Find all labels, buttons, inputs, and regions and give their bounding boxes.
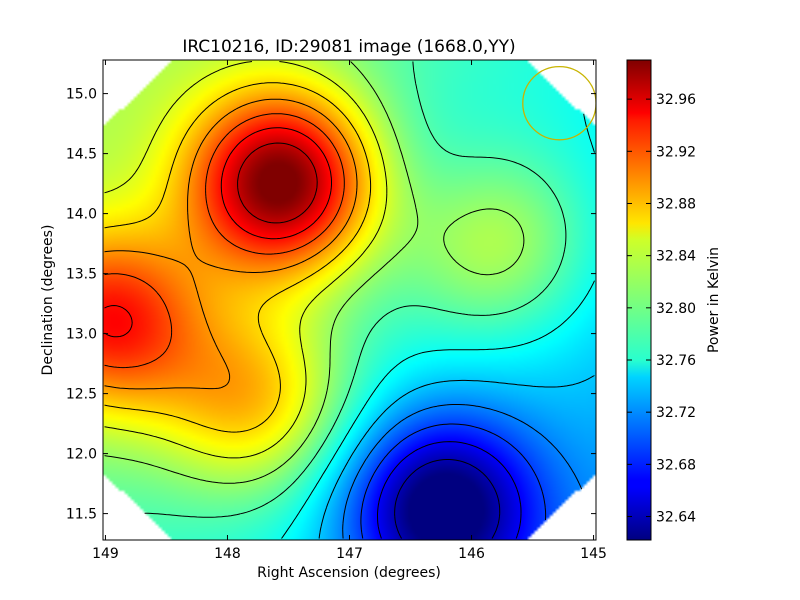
colorbar [626, 59, 652, 541]
contour-line [104, 82, 372, 433]
y-tick-label: 13.5 [66, 267, 97, 283]
colorbar-tick-label: 32.76 [656, 353, 696, 369]
colorbar-tick-label: 32.64 [656, 510, 696, 526]
x-tick-label: 146 [458, 546, 485, 562]
y-tick-label: 15.0 [66, 87, 97, 103]
contour-line [360, 423, 547, 539]
contour-line [318, 374, 595, 539]
y-tick-label: 12.5 [66, 387, 97, 403]
contour-line [104, 113, 345, 369]
x-tick-label: 147 [336, 546, 363, 562]
contour-line [104, 61, 388, 459]
colorbar-tick-label: 32.68 [656, 457, 696, 473]
y-axis: 11.5 12.0 12.5 13.0 13.5 14.0 14.5 15.0 [66, 87, 596, 523]
beam-circle [522, 65, 596, 141]
chart-title: IRC10216, ID:29081 image (1668.0,YY) [182, 37, 515, 57]
colorbar-tick-label: 32.92 [656, 144, 696, 160]
colorbar-tick-label: 32.72 [656, 405, 696, 421]
colorbar-tick-label: 32.80 [656, 301, 696, 317]
contour-line [144, 61, 567, 518]
x-tick-label: 145 [580, 546, 607, 562]
contour-line [281, 113, 595, 539]
contour-line [104, 127, 332, 338]
y-tick-label: 11.5 [66, 507, 97, 523]
y-tick-label: 14.5 [66, 147, 97, 163]
colorbar-tick-label: 32.88 [656, 196, 696, 212]
colorbar-tick-label: 32.84 [656, 249, 696, 265]
contour-lines [104, 61, 595, 539]
contour-line [377, 441, 522, 539]
contour-line [342, 404, 583, 539]
heatmap-image [103, 60, 596, 540]
x-axis: 149 148 147 146 145 [92, 60, 607, 562]
x-tick-label: 148 [214, 546, 241, 562]
x-tick-label: 149 [92, 546, 119, 562]
y-tick-label: 14.0 [66, 207, 97, 223]
x-axis-label: Right Ascension (degrees) [257, 565, 441, 581]
contour-line [394, 459, 501, 539]
contour-line [237, 142, 318, 224]
y-axis-label: Declination (degrees) [40, 225, 56, 376]
contour-line [104, 61, 525, 484]
y-tick-label: 13.0 [66, 327, 97, 343]
colorbar-ticks: 32.64 32.68 32.72 32.76 32.80 32.84 32.88 32.92… [627, 92, 696, 526]
colorbar-label: Power in Kelvin [706, 247, 722, 353]
y-tick-label: 12.0 [66, 447, 97, 463]
colorbar-tick-label: 32.96 [656, 92, 696, 108]
contour-line [104, 98, 358, 390]
